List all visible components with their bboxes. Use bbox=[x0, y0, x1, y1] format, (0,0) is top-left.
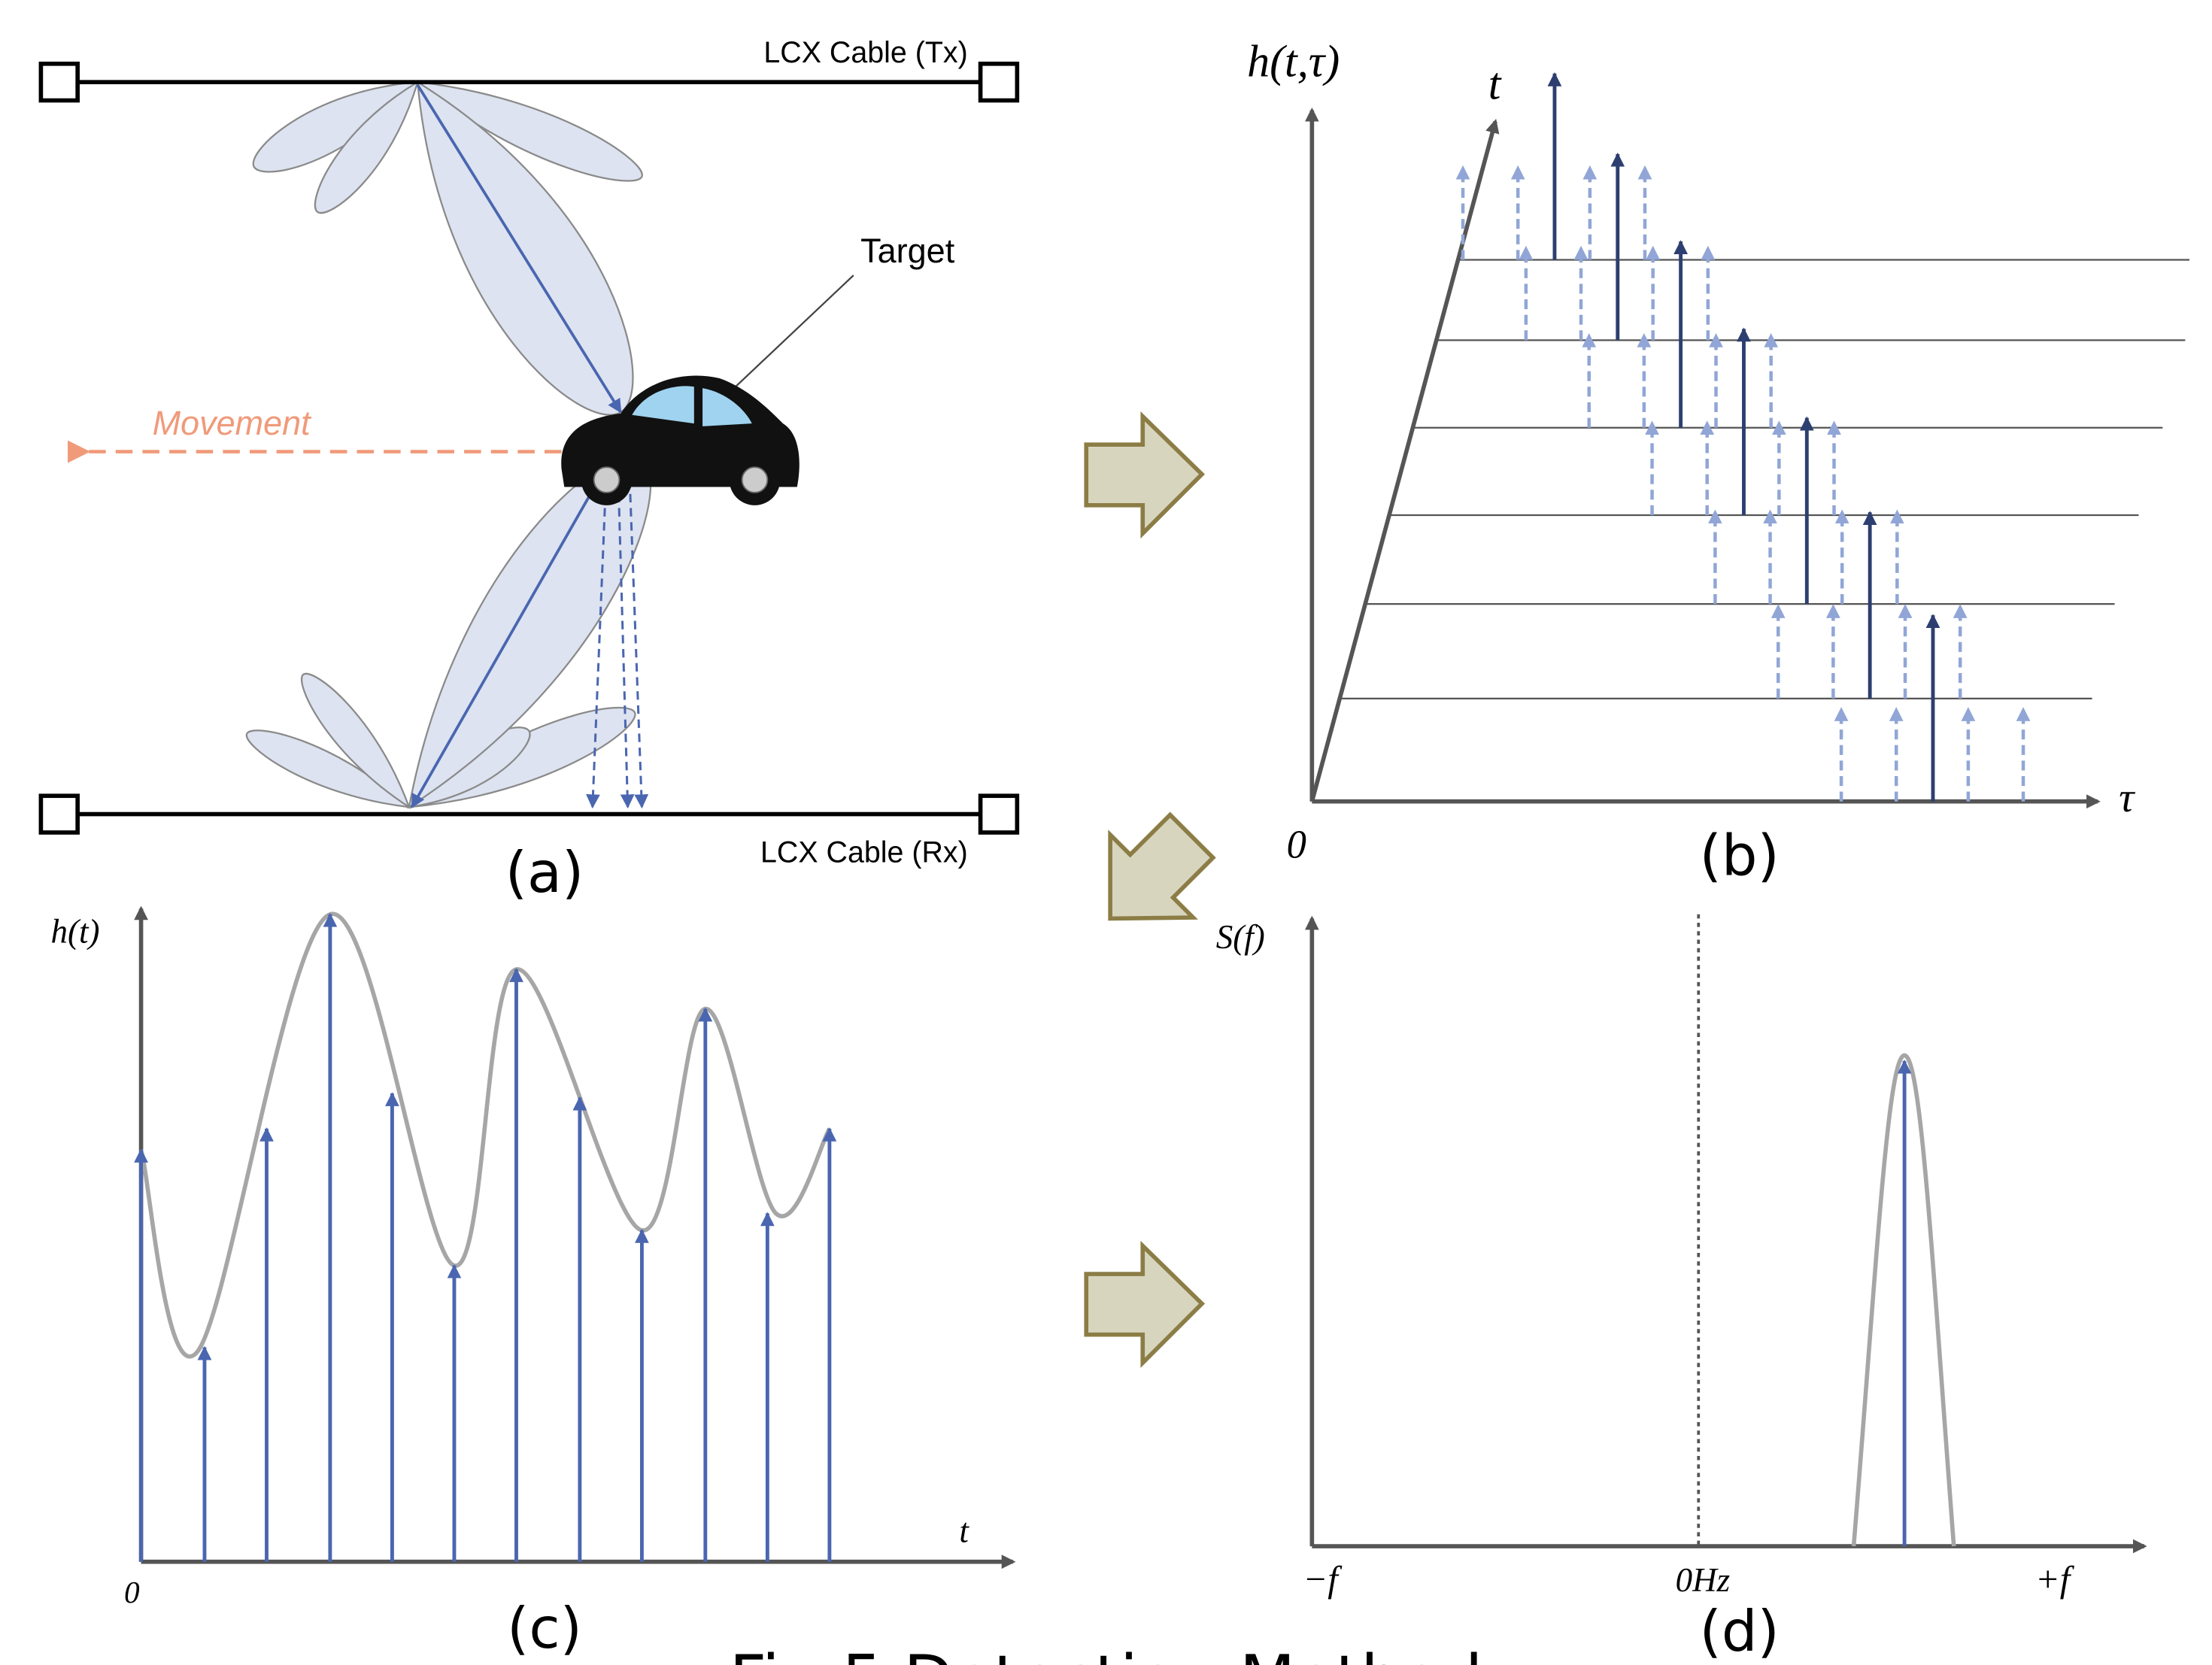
panel-label: (c) bbox=[507, 1595, 582, 1661]
tx-label: LCX Cable (Tx) bbox=[763, 36, 967, 69]
signal-ray bbox=[628, 466, 649, 809]
panel-label: (b) bbox=[1700, 822, 1780, 888]
caption: Fig.5 Detection Method bbox=[730, 1642, 1483, 1665]
axis-label: τ bbox=[2119, 775, 2135, 821]
doppler-peak bbox=[1851, 1053, 1956, 1547]
beam-lobe bbox=[314, 80, 420, 214]
envelope-curve bbox=[138, 911, 832, 1359]
beam-lobe bbox=[245, 729, 412, 808]
beam-lobe bbox=[414, 80, 643, 182]
rx-label: LCX Cable (Rx) bbox=[760, 836, 968, 869]
axis-label: 0Hz bbox=[1676, 1561, 1731, 1599]
cable-end bbox=[978, 61, 1020, 103]
target-label: Target bbox=[860, 232, 955, 270]
movement-label: Movement bbox=[153, 404, 313, 442]
origin-label: 0 bbox=[124, 1575, 140, 1609]
flow-arrow bbox=[1108, 811, 1216, 921]
axis-label: −f bbox=[1303, 1559, 1343, 1600]
axis-label: h(t) bbox=[51, 912, 100, 950]
flow-arrow bbox=[1084, 411, 1206, 539]
target-pointer bbox=[726, 274, 854, 396]
car-window bbox=[632, 386, 694, 424]
beam-lobe bbox=[300, 672, 411, 810]
car-window bbox=[702, 388, 752, 426]
axis-label: t bbox=[959, 1512, 969, 1549]
panel-label: (a) bbox=[505, 839, 584, 905]
axis bbox=[1309, 119, 1500, 802]
signal-ray bbox=[586, 466, 608, 809]
origin-label: 0 bbox=[1287, 823, 1306, 867]
signal-ray bbox=[411, 465, 608, 808]
axis-label: S(f) bbox=[1216, 918, 1265, 956]
axis-label: t bbox=[1488, 59, 1502, 109]
car-hub bbox=[741, 466, 769, 493]
cable-end bbox=[38, 793, 80, 835]
cable-end bbox=[38, 61, 80, 103]
panel-label: (d) bbox=[1700, 1598, 1780, 1664]
cable-end bbox=[978, 793, 1020, 835]
signal-ray bbox=[416, 83, 622, 414]
car-hub bbox=[593, 466, 621, 493]
axis-label: h(t,τ) bbox=[1247, 37, 1340, 86]
signal-ray bbox=[617, 466, 635, 809]
axis-label: +f bbox=[2035, 1559, 2075, 1600]
flow-arrow bbox=[1084, 1240, 1206, 1369]
